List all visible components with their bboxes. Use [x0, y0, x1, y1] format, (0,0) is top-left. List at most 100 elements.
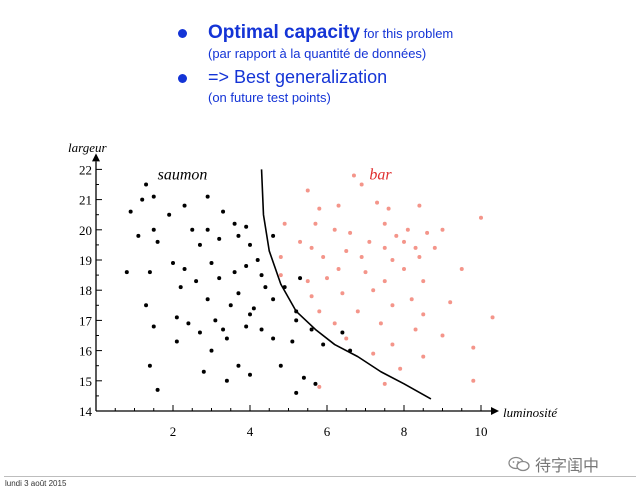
scatter-chart: 2 4 6 8 10 14 15 16 17 18 19 20 21 22 largeur luminosit… — [68, 140, 558, 439]
point-bar — [421, 354, 426, 359]
class-label-bar: bar — [369, 166, 392, 183]
y-axis-label: largeur — [68, 140, 107, 155]
point-bar — [479, 215, 483, 220]
point-saumon — [209, 261, 214, 266]
point-bar — [471, 378, 476, 383]
y-tick-label: 19 — [79, 253, 92, 268]
point-bar — [402, 267, 406, 272]
point-saumon — [136, 233, 141, 238]
point-bar — [413, 327, 418, 332]
point-saumon — [178, 285, 183, 290]
point-saumon — [128, 209, 133, 214]
point-bar — [298, 239, 303, 244]
point-saumon — [221, 327, 226, 332]
point-bar — [344, 248, 349, 253]
point-saumon — [224, 378, 229, 383]
point-bar — [371, 351, 376, 356]
point-bar — [321, 254, 326, 259]
point-saumon — [278, 363, 283, 368]
point-saumon — [144, 303, 149, 308]
point-bar — [332, 321, 337, 326]
point-bar — [348, 230, 353, 235]
point-bar — [336, 203, 341, 208]
point-bar — [409, 297, 414, 302]
x-tick-label: 2 — [170, 424, 177, 439]
bullet-1-subtitle: (par rapport à la quantité de données) — [208, 46, 427, 61]
y-tick-label: 22 — [79, 162, 92, 177]
point-saumon — [213, 318, 218, 323]
point-bar — [336, 267, 341, 272]
point-saumon — [217, 276, 222, 281]
point-saumon — [259, 327, 264, 332]
bullet-1-title: Optimal capacity — [208, 22, 361, 43]
point-saumon — [309, 327, 314, 332]
point-bar — [490, 315, 495, 320]
point-bar — [394, 233, 399, 238]
point-saumon — [224, 336, 229, 341]
point-bar — [351, 173, 356, 178]
bullet-list: Optimal capacity for this problem (par r… — [178, 22, 618, 105]
y-tick-label: 17 — [79, 313, 93, 328]
point-saumon — [244, 324, 249, 329]
point-bar — [359, 254, 364, 259]
decision-boundary — [260, 169, 432, 400]
point-bar — [317, 384, 322, 389]
point-saumon — [151, 194, 156, 199]
point-saumon — [313, 381, 318, 386]
bullet-optimal-capacity: Optimal capacity for this problem (par r… — [178, 22, 618, 61]
point-saumon — [205, 194, 210, 199]
point-bar — [309, 294, 314, 299]
point-bar — [340, 291, 345, 296]
point-bar — [382, 221, 387, 226]
point-saumon — [232, 270, 237, 275]
point-bar — [363, 270, 368, 275]
point-bar — [471, 345, 476, 350]
bullet-2-title: => Best generalization — [208, 67, 388, 87]
point-saumon — [340, 330, 345, 335]
point-bar — [390, 342, 395, 347]
point-bar — [317, 309, 322, 314]
point-saumon — [209, 348, 214, 353]
point-saumon — [248, 312, 252, 317]
point-saumon — [259, 273, 264, 278]
point-bar — [448, 300, 453, 305]
point-saumon — [190, 227, 195, 232]
point-saumon — [186, 321, 191, 326]
point-saumon — [236, 363, 241, 368]
point-bar — [375, 200, 380, 205]
point-bar — [386, 206, 391, 211]
point-saumon — [205, 297, 210, 302]
point-saumon — [124, 270, 129, 275]
point-bar — [417, 203, 422, 208]
x-tick-label: 10 — [475, 424, 488, 439]
watermark-text: 待字闺中 — [535, 458, 600, 475]
point-bar — [344, 336, 349, 341]
x-tick-label: 6 — [324, 424, 331, 439]
point-bar — [317, 206, 322, 211]
point-bar — [282, 221, 287, 226]
point-saumon — [205, 227, 210, 232]
point-saumon — [201, 369, 206, 374]
point-bar — [413, 245, 418, 250]
point-saumon — [271, 297, 276, 302]
point-saumon — [155, 387, 160, 392]
point-bar — [309, 245, 314, 250]
point-bar — [425, 230, 430, 235]
point-saumon — [244, 264, 249, 269]
point-saumon — [255, 258, 260, 262]
point-bar — [305, 188, 310, 193]
point-bar — [421, 312, 426, 317]
point-bar — [359, 182, 364, 187]
point-bar — [402, 239, 406, 244]
point-saumon — [244, 224, 249, 229]
point-saumon — [263, 285, 268, 290]
point-bar — [417, 254, 422, 259]
point-saumon — [194, 279, 199, 284]
point-saumon — [232, 221, 237, 226]
point-bar — [355, 309, 360, 314]
point-saumon — [248, 372, 252, 377]
bullet-best-generalization: => Best generalization (on future test p… — [178, 67, 618, 105]
point-saumon — [197, 330, 202, 335]
bullet-1-tail: for this problem — [360, 26, 454, 41]
point-bar — [398, 366, 403, 371]
